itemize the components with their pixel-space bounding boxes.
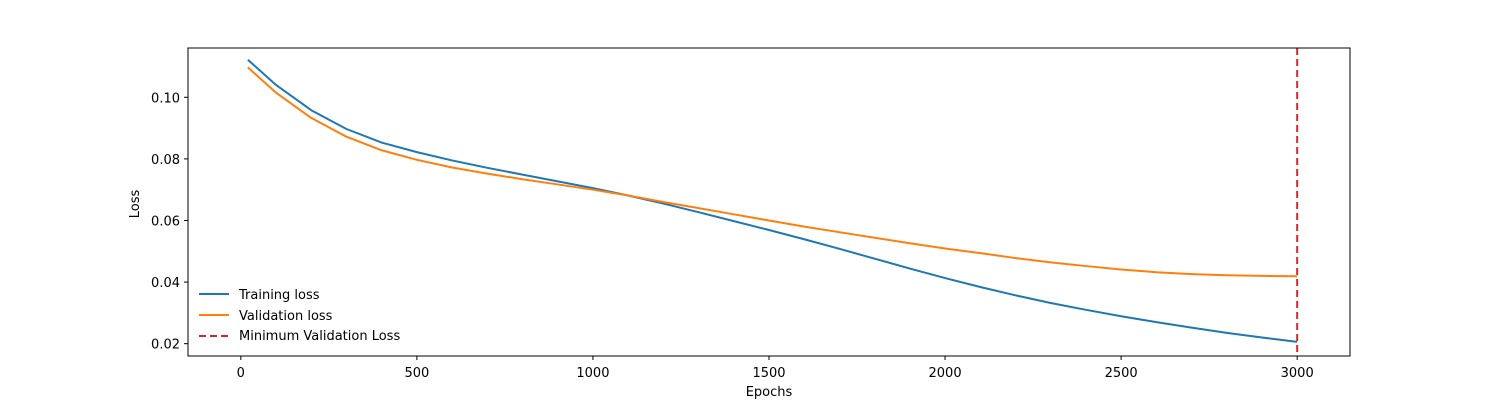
plot-frame bbox=[187, 47, 1351, 357]
x-tick-label: 2000 bbox=[929, 366, 962, 381]
legend-label-training: Training loss bbox=[238, 288, 320, 303]
validation-loss-line bbox=[247, 66, 1298, 278]
x-axis-label: Epochs bbox=[746, 385, 793, 400]
x-tick-label: 1500 bbox=[752, 366, 785, 381]
x-tick-label: 2500 bbox=[1105, 366, 1138, 381]
training-loss-line bbox=[247, 58, 1298, 343]
x-tick-label: 500 bbox=[404, 366, 429, 381]
y-tick-label: 0.06 bbox=[151, 214, 180, 229]
x-tick-label: 1000 bbox=[576, 366, 609, 381]
series bbox=[247, 48, 1299, 356]
x-tick-label: 3000 bbox=[1281, 366, 1314, 381]
legend: Training loss Validation loss Minimum Va… bbox=[199, 288, 400, 344]
y-ticks: 0.02 0.04 0.06 0.08 0.10 bbox=[151, 91, 188, 353]
x-ticks: 0 500 1000 1500 2000 2500 3000 bbox=[237, 356, 1314, 381]
legend-label-validation: Validation loss bbox=[239, 309, 333, 324]
x-tick-label: 0 bbox=[237, 366, 245, 381]
y-axis-label: Loss bbox=[128, 190, 143, 219]
plot-area bbox=[188, 48, 1350, 356]
y-tick-label: 0.02 bbox=[151, 338, 180, 353]
y-tick-label: 0.04 bbox=[151, 276, 180, 291]
y-tick-label: 0.10 bbox=[151, 91, 180, 106]
y-tick-label: 0.08 bbox=[151, 153, 180, 168]
legend-label-min-val: Minimum Validation Loss bbox=[239, 329, 400, 344]
